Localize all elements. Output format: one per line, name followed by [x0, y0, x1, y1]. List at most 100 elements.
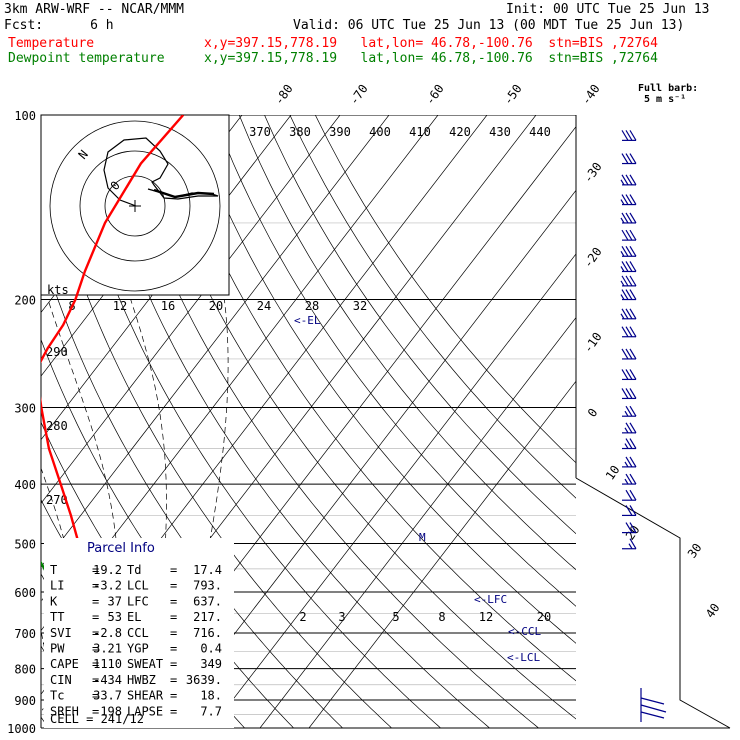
level-marker: <-CCL [508, 625, 541, 638]
wind-barb-half-flag [624, 461, 629, 468]
parcel-field-value: 1110 [93, 657, 122, 671]
wind-barb [622, 438, 637, 450]
dry-adiabat [264, 115, 576, 535]
parcel-equals: = [92, 579, 99, 593]
wind-barb [621, 348, 637, 360]
parcel-field-value: 17.4 [193, 563, 222, 577]
isotherm-line [308, 380, 576, 728]
parcel-field-name: EL [127, 610, 141, 624]
parcel-field-value: 7.7 [200, 704, 222, 718]
parcel-field-value: 217. [193, 610, 222, 624]
parcel-field-name: YGP [127, 642, 149, 656]
wind-barb [620, 308, 637, 320]
model-title: 3km ARW-WRF -- NCAR/MMM [4, 2, 185, 17]
parcel-field-value: 33.7 [93, 689, 122, 703]
hodograph-ring-label: 32 [353, 299, 367, 313]
wind-barb-half-flag [620, 313, 625, 320]
wind-barb-flag [621, 245, 629, 257]
wind-barb [622, 456, 637, 468]
wind-barb-half-flag [620, 250, 625, 257]
pressure-tick-label: 1000 [7, 722, 36, 736]
theta-label: 400 [369, 125, 391, 139]
parcel-equals: = [170, 642, 177, 656]
isotherm-line [210, 253, 576, 728]
wind-barb [620, 212, 637, 224]
parcel-cell: CELL = 241/12 [50, 712, 144, 726]
wind-barb-flag [629, 174, 637, 186]
barb-note-2: 5 m s⁻¹ [644, 94, 687, 105]
wind-barb-flag [629, 245, 637, 257]
dry-adiabat [41, 137, 392, 728]
wind-barb-flag [621, 194, 629, 205]
parcel-equals: = [170, 689, 177, 703]
wind-barb-flag [629, 275, 637, 287]
dewpoint-location: x,y=397.15,778.19 lat,lon= 46.78,-100.76… [204, 51, 658, 66]
parcel-field-value: 637. [193, 594, 222, 608]
wind-barb [622, 473, 637, 485]
parcel-equals: = [92, 563, 99, 577]
wind-barb-flag [625, 194, 633, 205]
wind-barb-half-flag [620, 280, 625, 287]
wind-barb-flag [625, 348, 633, 360]
parcel-equals: = [92, 704, 99, 718]
parcel-field-name: T [50, 563, 57, 577]
theta-label: 270 [46, 493, 68, 507]
parcel-equals: = [170, 594, 177, 608]
hodograph-ring [104, 175, 166, 237]
theta-label: 390 [329, 125, 351, 139]
wind-barb-flag [621, 348, 629, 360]
theta-label: 280 [46, 419, 68, 433]
parcel-field-name: Td [127, 563, 141, 577]
wind-barb [620, 289, 637, 301]
level-marker: <-LFC [474, 593, 507, 606]
temperature-legend: Temperature [8, 36, 95, 51]
wind-barb-flag [625, 422, 633, 434]
parcel-field-value: 3.21 [93, 642, 122, 656]
wind-barb-flag [629, 522, 637, 533]
wind-barb-flag [625, 261, 633, 272]
parcel-field-name: CIN [50, 673, 72, 687]
parcel-field-name: K [50, 594, 58, 608]
wind-barb-flag [629, 405, 637, 417]
parcel-field-value: 793. [193, 579, 222, 593]
dry-adiabat [213, 115, 576, 607]
isotherm-label: -40 [579, 82, 603, 108]
wind-barb [621, 369, 637, 381]
dry-adiabat [188, 115, 576, 644]
hodograph-ring-label: 12 [113, 299, 127, 313]
wind-barb-flag [625, 212, 633, 224]
parcel-equals: = [92, 657, 99, 671]
wind-barb-flag [629, 438, 637, 449]
wind-barb [622, 538, 637, 550]
wind-barb-flag [629, 505, 637, 516]
wind-barb-half-flag [620, 266, 625, 272]
parcel-field-value: 716. [193, 626, 222, 640]
pressure-tick-label: 400 [14, 478, 36, 492]
wind-barb-flag [625, 174, 633, 186]
wind-barb-flag [629, 473, 637, 485]
wind-barb-flag [629, 489, 637, 501]
dry-adiabat [86, 115, 490, 728]
parcel-equals: = [170, 563, 177, 577]
wind-barb-flag [625, 456, 633, 468]
parcel-field-name: CAPE [50, 657, 79, 671]
init-time: Init: 00 UTC Tue 25 Jun 13 [506, 2, 710, 17]
wind-barb [620, 275, 637, 287]
hodograph-ring-label: 28 [305, 299, 319, 313]
parcel-field-name: SHEAR [127, 689, 164, 703]
dry-adiabat [314, 115, 576, 464]
parcel-field-value: 349 [200, 657, 222, 671]
parcel-equals: = [170, 704, 177, 718]
wind-barb-flag [625, 388, 633, 399]
moist-adiabat [130, 299, 167, 728]
wind-barb-half-flag [624, 443, 629, 449]
hodograph-ring-label: 16 [161, 299, 175, 313]
pressure-tick-label: 200 [14, 294, 36, 308]
wind-barb-flag [629, 308, 637, 320]
isotherm-label: -60 [423, 82, 447, 108]
parcel-field-value: -434 [93, 673, 122, 687]
parcel-equals: = [92, 689, 99, 703]
parcel-field-value: 198 [100, 704, 122, 718]
wind-barb [621, 130, 637, 141]
wind-barb-flag [625, 405, 633, 417]
